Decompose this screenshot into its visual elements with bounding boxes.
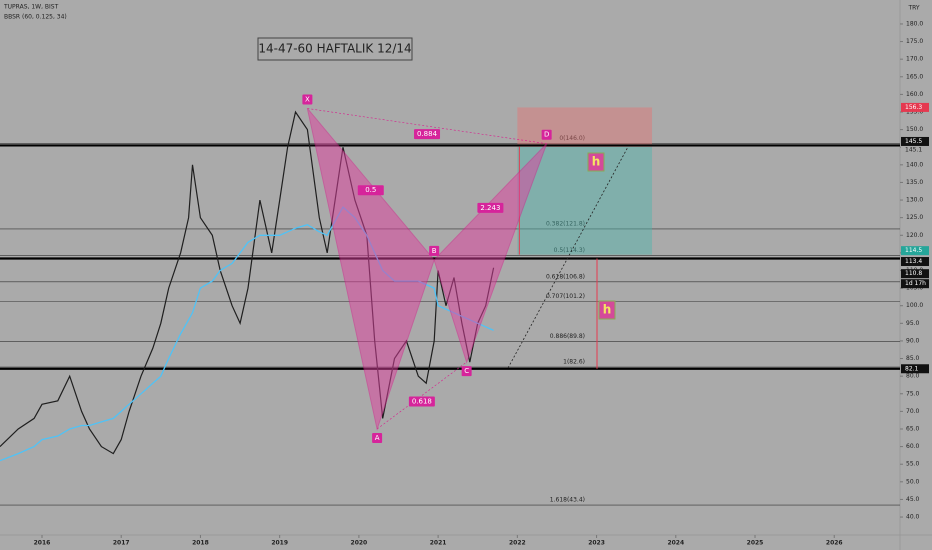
price-badge bbox=[901, 364, 929, 374]
ratio-badge bbox=[408, 396, 435, 407]
y-tick-label: 130.0 bbox=[906, 197, 923, 204]
x-tick-label: 2025 bbox=[747, 540, 764, 547]
ratio-label: 0.5 bbox=[365, 186, 376, 194]
price-badge-label: 110.8 bbox=[905, 270, 922, 277]
point-label: X bbox=[305, 95, 310, 103]
x-tick-label: 2023 bbox=[588, 540, 605, 547]
y-tick-label: 85.0 bbox=[906, 355, 920, 362]
x-tick-label: 2019 bbox=[271, 540, 288, 547]
countdown: 1d 17h bbox=[905, 280, 926, 287]
y-tick-label: 150.0 bbox=[906, 126, 923, 133]
x-tick-label: 2018 bbox=[192, 540, 209, 547]
indicator-label: BBSR (60, 0.125, 34) bbox=[4, 14, 67, 21]
point-label: C bbox=[464, 367, 469, 375]
x-tick-label: 2022 bbox=[509, 540, 526, 547]
point-badge bbox=[429, 245, 440, 256]
y-tick-label: 125.0 bbox=[906, 214, 923, 221]
y-tick-label: 155.0 bbox=[906, 109, 923, 116]
marker: h bbox=[603, 303, 612, 317]
fib-label: 0.5(114.3) bbox=[554, 247, 585, 254]
indicator-line bbox=[0, 206, 494, 462]
ratio-badge bbox=[477, 202, 504, 213]
symbol: TUPRAS, 1W, BIST bbox=[3, 4, 59, 11]
pattern-guide bbox=[307, 108, 547, 144]
price-badge bbox=[901, 136, 929, 146]
point-badge bbox=[461, 366, 472, 377]
y-tick-label: 140.0 bbox=[906, 161, 923, 168]
point-label: A bbox=[375, 434, 380, 442]
ratio-label: 0.618 bbox=[412, 398, 432, 406]
price-badge-label: 113.4 bbox=[905, 258, 922, 265]
point-badge bbox=[372, 432, 383, 443]
currency: TRY bbox=[907, 5, 919, 12]
pattern-guide bbox=[376, 361, 467, 430]
fib-label: 0(146.0) bbox=[559, 135, 585, 142]
y-tick-label: 165.0 bbox=[906, 73, 923, 80]
fib-label: 0.707(101.2) bbox=[546, 293, 585, 300]
y-tick-label: 55.0 bbox=[906, 461, 920, 468]
ratio-label: 0.884 bbox=[417, 130, 438, 138]
fib-label: 1.618(43.4) bbox=[550, 497, 585, 504]
y-tick-label: 70.0 bbox=[906, 408, 920, 415]
point-label: B bbox=[432, 247, 437, 255]
price-badge-label: 82.1 bbox=[905, 365, 919, 372]
fib-label: 1(82.6) bbox=[563, 358, 585, 365]
price-badge bbox=[901, 102, 929, 112]
y-tick-label: 50.0 bbox=[906, 478, 920, 485]
y-tick-label: 80.0 bbox=[906, 373, 920, 380]
point-badge bbox=[541, 129, 552, 140]
price-badge-label: 156.3 bbox=[905, 104, 922, 111]
point-badge bbox=[302, 94, 313, 105]
y-tick-label: 60.0 bbox=[906, 443, 920, 450]
y-tick-label: 90.0 bbox=[906, 337, 920, 344]
y-tick-label: 160.0 bbox=[906, 91, 923, 98]
ratio-badge bbox=[357, 185, 384, 196]
price-badge-label: 145.1 bbox=[905, 146, 922, 153]
x-tick-label: 2026 bbox=[826, 540, 843, 547]
target-zone bbox=[517, 146, 653, 255]
x-tick-label: 2021 bbox=[430, 540, 447, 547]
title-box bbox=[257, 37, 413, 61]
y-tick-label: 135.0 bbox=[906, 179, 923, 186]
fib-label: 0.886(89.8) bbox=[550, 333, 585, 340]
y-tick-label: 95.0 bbox=[906, 320, 920, 327]
marker-box bbox=[587, 152, 605, 172]
x-tick-label: 2020 bbox=[351, 540, 368, 547]
stop-zone bbox=[517, 107, 653, 147]
y-tick-label: 180.0 bbox=[906, 20, 923, 27]
x-tick-label: 2017 bbox=[113, 540, 130, 547]
marker: h bbox=[592, 155, 601, 169]
pattern-triangle bbox=[306, 108, 435, 431]
price-badge-label: 114.5 bbox=[905, 247, 922, 254]
fib-label: 0.382(121.8) bbox=[546, 220, 585, 227]
ratio-badge bbox=[414, 129, 441, 140]
ratio-label: 2.243 bbox=[480, 204, 500, 212]
y-tick-label: 40.0 bbox=[906, 514, 920, 521]
point-label: D bbox=[544, 131, 549, 139]
y-tick-label: 65.0 bbox=[906, 425, 920, 432]
price-badge bbox=[901, 257, 929, 267]
y-tick-label: 100.0 bbox=[906, 302, 923, 309]
price-badge bbox=[901, 246, 929, 256]
price-badge-label: 145.5 bbox=[905, 138, 922, 145]
y-tick-label: 75.0 bbox=[906, 390, 920, 397]
price-badge bbox=[901, 269, 929, 279]
projection bbox=[507, 146, 629, 369]
x-tick-label: 2024 bbox=[667, 540, 684, 547]
y-tick-label: 120.0 bbox=[906, 232, 923, 239]
countdown-badge bbox=[901, 279, 929, 289]
y-tick-label: 175.0 bbox=[906, 38, 923, 45]
price-badge bbox=[901, 145, 929, 155]
chart-title: 14-47-60 HAFTALIK 12/14 bbox=[258, 42, 411, 56]
x-tick-label: 2016 bbox=[34, 540, 51, 547]
pattern-triangle bbox=[433, 143, 548, 364]
fib-label: 0.618(106.8) bbox=[546, 273, 585, 280]
y-tick-label: 170.0 bbox=[906, 56, 923, 63]
y-tick-label: 45.0 bbox=[906, 496, 920, 503]
price-line bbox=[0, 110, 495, 455]
marker-box bbox=[598, 300, 616, 320]
